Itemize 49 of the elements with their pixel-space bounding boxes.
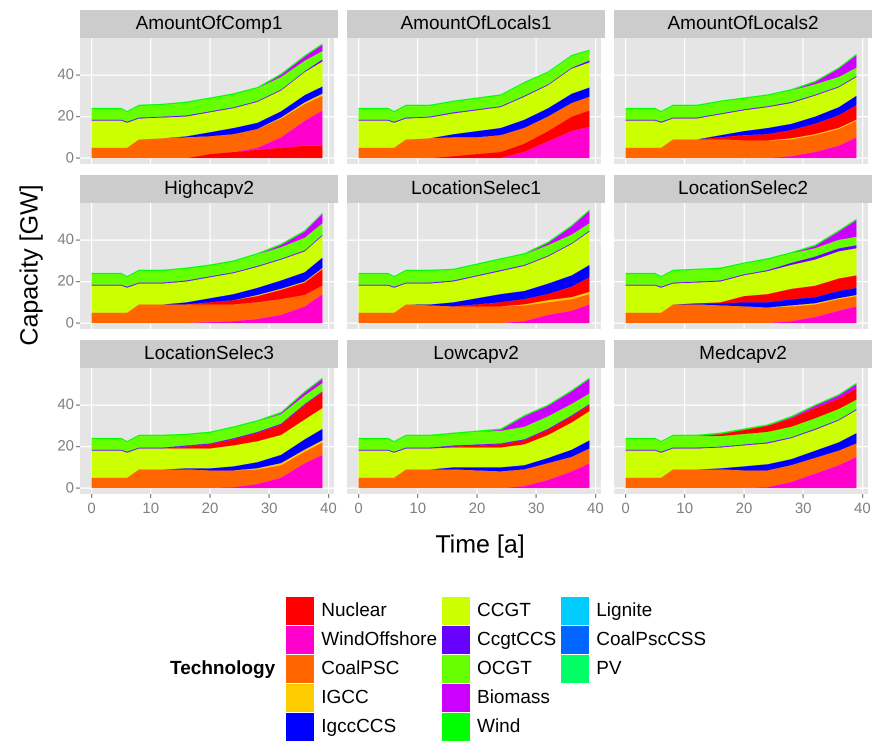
y-tick-label: 40 bbox=[57, 66, 74, 84]
x-tick-label: 10 bbox=[676, 500, 694, 518]
x-tick-label: 40 bbox=[320, 500, 337, 518]
legend-label: Wind bbox=[477, 716, 520, 738]
legend-label: WindOffshore bbox=[321, 628, 438, 650]
y-tick-label: 0 bbox=[66, 314, 74, 332]
x-tick-label: 10 bbox=[142, 500, 160, 518]
legend-label: OCGT bbox=[477, 658, 532, 680]
chart-title: LocationSelec3 bbox=[80, 340, 338, 368]
legend-label: IgccCCS bbox=[321, 716, 396, 738]
legend-label: IGCC bbox=[321, 686, 369, 708]
y-tick-label: 20 bbox=[57, 438, 74, 455]
legend-label: Lignite bbox=[596, 600, 652, 622]
x-axis-title: Time [a] bbox=[435, 530, 525, 560]
x-tick-label: 30 bbox=[260, 500, 278, 518]
chart-title: Highcapv2 bbox=[80, 175, 338, 203]
legend-label: CoalPscCSS bbox=[596, 628, 706, 650]
x-tick-label: 20 bbox=[736, 500, 752, 518]
x-tick-label: 20 bbox=[202, 500, 218, 518]
legend-label: CCGT bbox=[477, 600, 531, 622]
y-tick-label: 0 bbox=[66, 149, 74, 166]
y-tick-label: 40 bbox=[57, 396, 74, 414]
legend-label: PV bbox=[596, 658, 622, 680]
legend-title: Technology bbox=[170, 658, 276, 680]
chart-title: LocationSelec1 bbox=[347, 175, 605, 203]
legend-label: CoalPSC bbox=[321, 658, 400, 680]
legend-label: Nuclear bbox=[321, 600, 387, 622]
x-tick-label: 40 bbox=[854, 500, 871, 518]
y-tick-label: 20 bbox=[57, 272, 74, 290]
chart-title: AmountOfLocals1 bbox=[347, 10, 605, 38]
x-tick-label: 40 bbox=[587, 500, 604, 518]
y-tick-label: 20 bbox=[57, 108, 74, 125]
chart-title: LocationSelec2 bbox=[614, 175, 872, 203]
chart-title: AmountOfComp1 bbox=[80, 10, 338, 38]
x-tick-label: 10 bbox=[409, 500, 426, 518]
y-tick-label: 40 bbox=[57, 231, 74, 248]
chart-title: AmountOfLocals2 bbox=[614, 10, 872, 38]
x-tick-label: 20 bbox=[468, 500, 486, 518]
legend-label: CcgtCCS bbox=[477, 628, 556, 650]
y-tick-label: 0 bbox=[66, 479, 74, 496]
chart-title: Medcapv2 bbox=[614, 340, 872, 368]
chart-title: Lowcapv2 bbox=[347, 340, 605, 368]
x-tick-label: 30 bbox=[794, 500, 812, 518]
x-tick-label: 30 bbox=[528, 500, 545, 518]
x-tick-label: 0 bbox=[621, 500, 630, 518]
x-tick-label: 0 bbox=[87, 500, 96, 518]
y-axis-title: Capacity [GW] bbox=[16, 184, 44, 346]
legend-label: Biomass bbox=[477, 686, 550, 708]
x-tick-label: 0 bbox=[354, 500, 363, 518]
